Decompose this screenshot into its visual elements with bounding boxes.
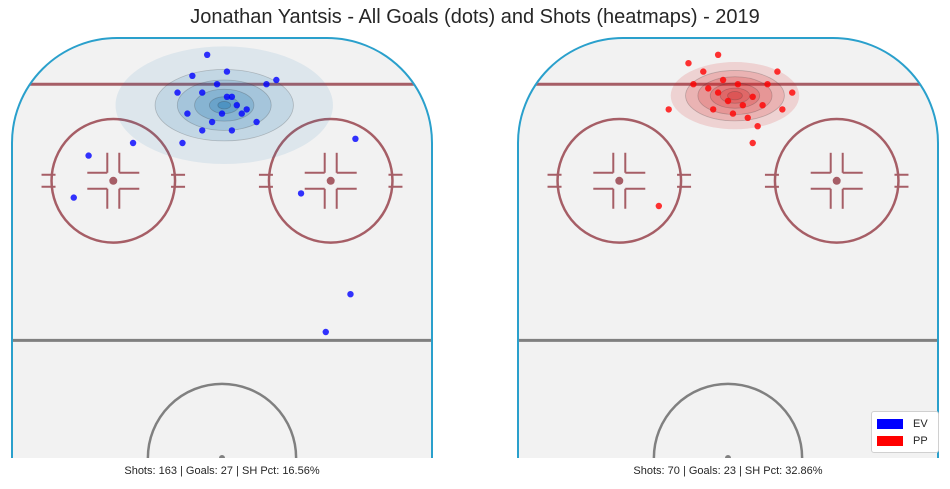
goal-dot bbox=[129, 139, 137, 147]
goal-dot bbox=[352, 135, 359, 142]
goal-dot bbox=[665, 106, 672, 113]
goal-dot bbox=[749, 93, 756, 101]
center-dot bbox=[219, 455, 225, 458]
legend-item-pp: PP bbox=[877, 434, 928, 448]
rink-boards bbox=[517, 37, 939, 458]
goal-dot bbox=[208, 118, 216, 126]
goal-dot bbox=[218, 110, 226, 117]
center-circle bbox=[146, 382, 298, 458]
goal-dot bbox=[655, 202, 663, 210]
goal-dot bbox=[179, 139, 186, 147]
shot-heatmap bbox=[115, 46, 333, 165]
stats-ev: Shots: 163 | Goals: 27 | SH Pct: 16.56% bbox=[124, 465, 320, 477]
goal-dot bbox=[714, 89, 722, 96]
ice-surface bbox=[12, 38, 432, 458]
goal-dot bbox=[174, 89, 181, 96]
goal-dot bbox=[724, 97, 732, 105]
goal-dot bbox=[189, 72, 196, 80]
heatmap-level-0 bbox=[670, 62, 800, 130]
faceoff-circle-left bbox=[547, 117, 692, 244]
goal-dot bbox=[789, 89, 796, 96]
ice-surface bbox=[518, 38, 938, 458]
goal-dot bbox=[203, 51, 211, 58]
legend-label-ev: EV bbox=[913, 418, 928, 430]
goal-dot bbox=[228, 127, 236, 134]
goal-dot bbox=[213, 81, 221, 88]
goal-dot bbox=[199, 127, 206, 134]
goal-dot bbox=[253, 118, 260, 126]
goal-dot bbox=[685, 60, 692, 67]
goal-dot bbox=[705, 85, 712, 92]
faceoff-circle-left bbox=[41, 117, 186, 244]
rink-panel-pp bbox=[517, 37, 939, 458]
faceoff-circle-right bbox=[764, 117, 909, 244]
goal-dot bbox=[739, 102, 747, 109]
center-circle bbox=[652, 382, 804, 458]
goal-dots bbox=[655, 51, 796, 210]
goal-dot bbox=[70, 194, 77, 201]
heatmap-level-0 bbox=[115, 46, 333, 165]
legend: EV PP bbox=[871, 411, 939, 453]
goal-dot bbox=[690, 81, 697, 88]
goal-dot bbox=[774, 68, 781, 75]
goal-dot bbox=[233, 102, 241, 109]
heatmap-level-5 bbox=[727, 91, 743, 101]
heatmap-level-5 bbox=[217, 101, 232, 110]
stats-pp: Shots: 70 | Goals: 23 | SH Pct: 32.86% bbox=[633, 465, 823, 477]
goal-dot bbox=[347, 291, 354, 298]
goal-dots bbox=[70, 51, 359, 336]
legend-swatch-ev bbox=[877, 419, 903, 429]
goal-dot bbox=[297, 190, 305, 197]
goal-dot bbox=[223, 93, 231, 101]
goal-dot bbox=[709, 106, 717, 113]
goal-dot bbox=[243, 106, 250, 113]
goal-dot bbox=[700, 68, 707, 75]
goal-dot bbox=[714, 51, 722, 58]
goal-dot bbox=[729, 110, 737, 117]
goal-dot bbox=[719, 76, 727, 84]
goal-dot bbox=[184, 110, 191, 117]
goal-dot bbox=[223, 68, 231, 75]
rink-boards bbox=[11, 37, 433, 458]
goal-dot bbox=[228, 93, 236, 101]
goal-dot bbox=[764, 81, 771, 88]
chart-title: Jonathan Yantsis - All Goals (dots) and … bbox=[190, 6, 760, 28]
rink-panel-ev bbox=[11, 37, 433, 458]
goal-dot bbox=[779, 106, 786, 113]
goal-dot bbox=[744, 114, 751, 122]
goal-dot bbox=[754, 123, 761, 130]
center-dot bbox=[725, 455, 731, 458]
goal-dot bbox=[734, 81, 742, 88]
goal-dot bbox=[322, 328, 329, 336]
legend-label-pp: PP bbox=[913, 435, 928, 447]
faceoff-circle-right bbox=[258, 117, 403, 244]
goal-dot bbox=[85, 152, 92, 159]
goal-dot bbox=[759, 102, 766, 109]
legend-item-ev: EV bbox=[877, 417, 928, 431]
goal-dot bbox=[238, 110, 245, 117]
goal-dot bbox=[749, 139, 756, 147]
goal-dot bbox=[199, 89, 206, 96]
goal-dot bbox=[273, 76, 280, 84]
legend-swatch-pp bbox=[877, 436, 903, 446]
goal-dot bbox=[263, 81, 270, 88]
